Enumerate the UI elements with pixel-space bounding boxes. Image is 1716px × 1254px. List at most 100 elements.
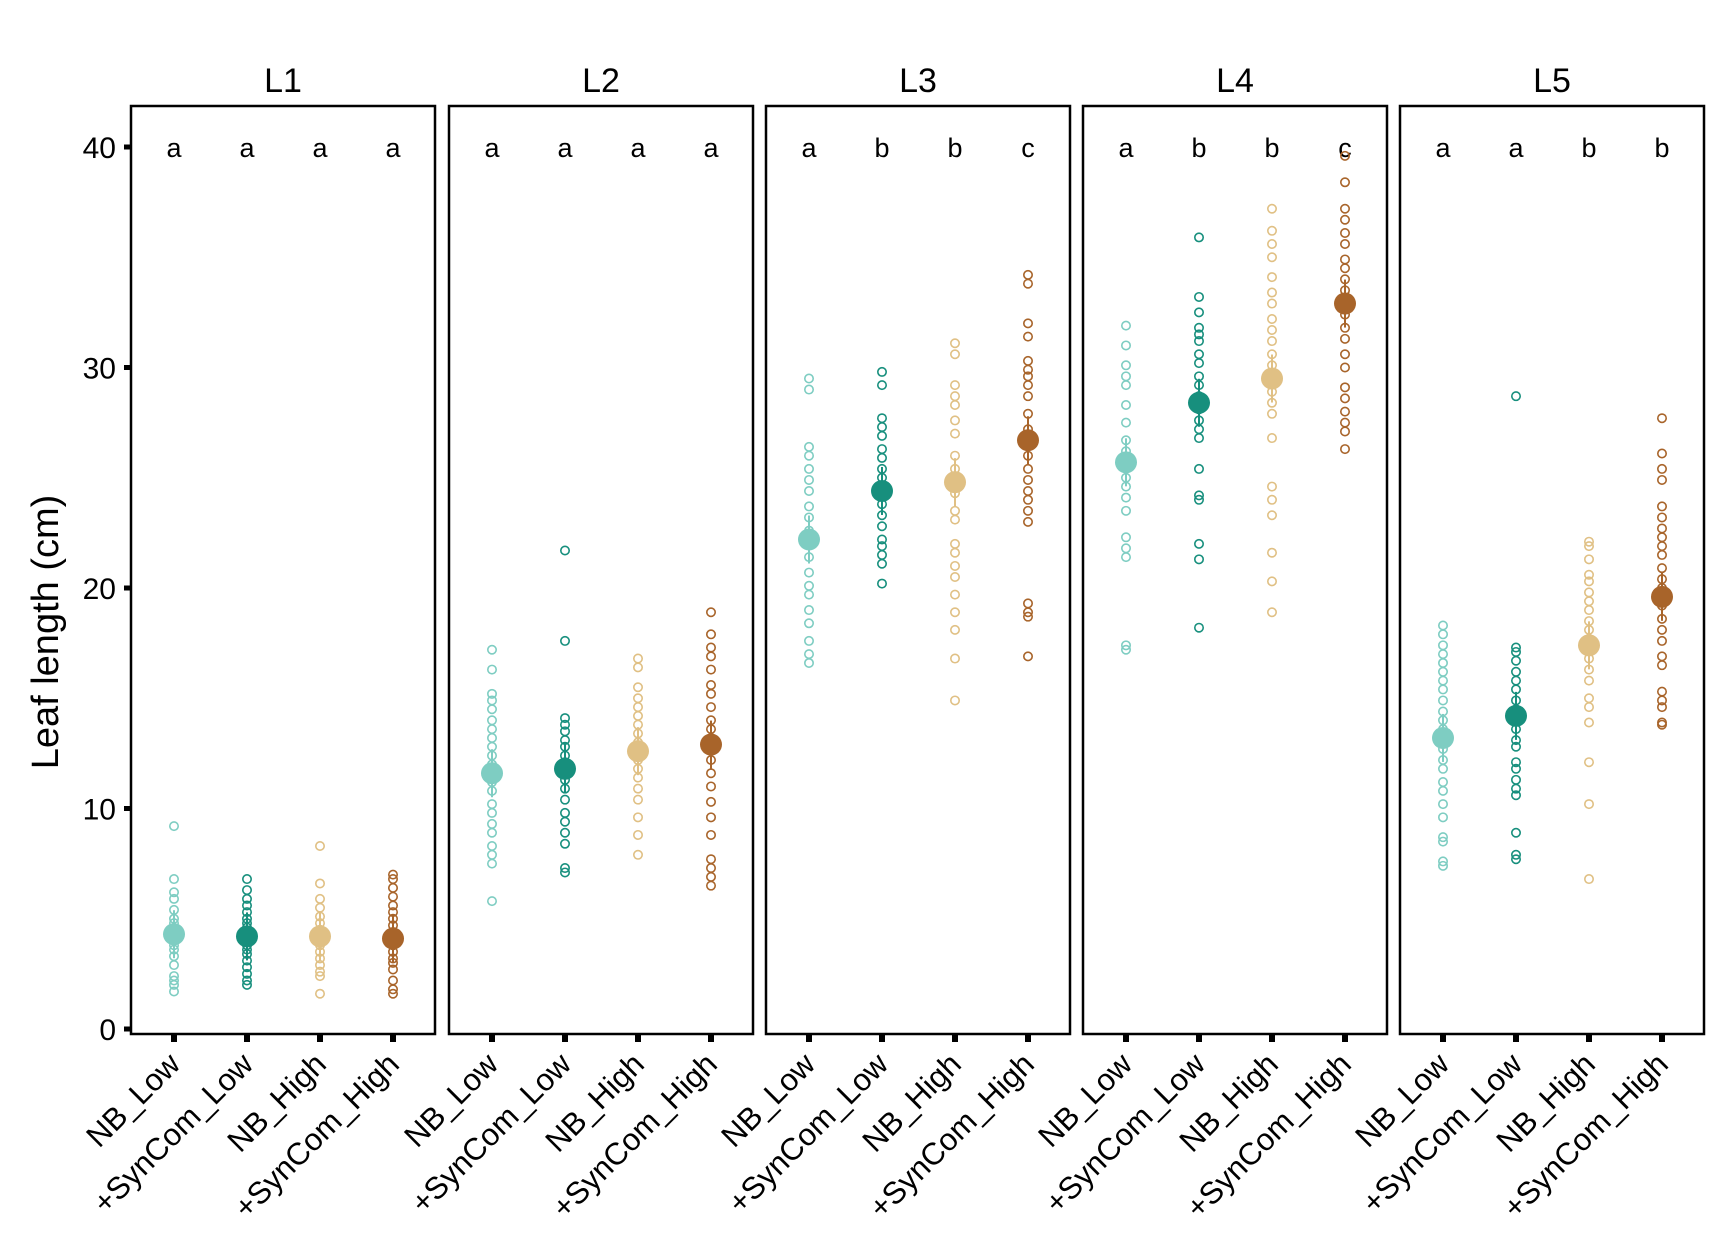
mean-point xyxy=(163,923,185,946)
data-point xyxy=(1657,501,1668,512)
mean-point xyxy=(1017,429,1039,452)
mean-point xyxy=(1334,292,1356,315)
data-point xyxy=(949,338,960,349)
data-point xyxy=(1511,741,1522,752)
data-point xyxy=(632,829,643,840)
data-point xyxy=(1022,391,1033,402)
mean-point xyxy=(1432,726,1454,749)
significance-letter: a xyxy=(801,133,817,163)
data-point xyxy=(1511,757,1522,768)
panel-title: L2 xyxy=(582,62,620,100)
data-point xyxy=(1267,252,1278,263)
data-point xyxy=(949,380,960,391)
data-point xyxy=(705,796,716,807)
data-point xyxy=(387,964,398,975)
data-point xyxy=(1121,640,1132,651)
data-point xyxy=(1340,203,1351,214)
y-tick-label: 40 xyxy=(83,132,116,165)
significance-letter: a xyxy=(1435,133,1451,163)
data-point xyxy=(1267,287,1278,298)
y-tick-label: 20 xyxy=(83,573,116,606)
data-point xyxy=(1438,812,1449,823)
data-point xyxy=(876,521,887,532)
data-point xyxy=(1194,554,1205,565)
significance-letter: c xyxy=(1021,133,1035,163)
data-point xyxy=(1340,150,1351,161)
data-point xyxy=(1194,322,1205,333)
data-point xyxy=(387,984,398,995)
data-point xyxy=(803,463,814,474)
data-point xyxy=(1267,408,1278,419)
data-point xyxy=(559,719,570,730)
data-point xyxy=(632,662,643,673)
mean-point xyxy=(944,471,966,494)
mean-point xyxy=(1261,367,1283,390)
mean-point xyxy=(871,479,893,502)
data-point xyxy=(169,893,180,904)
data-point xyxy=(1194,232,1205,243)
panel-frame xyxy=(129,104,437,1036)
data-point xyxy=(242,979,253,990)
data-point xyxy=(169,821,180,832)
data-point xyxy=(1267,433,1278,444)
data-point xyxy=(876,380,887,391)
data-point xyxy=(1267,547,1278,558)
data-point xyxy=(1267,325,1278,336)
significance-letter: a xyxy=(484,133,500,163)
data-point xyxy=(1340,177,1351,188)
significance-letter: b xyxy=(1654,133,1669,163)
data-point xyxy=(1584,554,1595,565)
data-point xyxy=(1194,490,1205,501)
significance-letter: b xyxy=(1581,133,1596,163)
data-point xyxy=(1511,849,1522,860)
data-point xyxy=(705,829,716,840)
data-point xyxy=(705,702,716,713)
data-point xyxy=(705,812,716,823)
data-point xyxy=(169,874,180,885)
data-point xyxy=(705,651,716,662)
data-point xyxy=(1340,382,1351,393)
data-point xyxy=(1121,380,1132,391)
data-point xyxy=(314,971,325,982)
data-point xyxy=(1194,433,1205,444)
data-point xyxy=(1340,227,1351,238)
data-point xyxy=(1438,860,1449,871)
data-point xyxy=(1267,607,1278,618)
data-point xyxy=(1657,719,1668,730)
data-point xyxy=(1511,827,1522,838)
data-point xyxy=(486,644,497,655)
data-point xyxy=(803,567,814,578)
data-point xyxy=(1657,549,1668,560)
significance-letter: a xyxy=(166,133,182,163)
data-point xyxy=(1657,563,1668,574)
data-point xyxy=(632,682,643,693)
data-point xyxy=(1022,651,1033,662)
data-point xyxy=(559,838,570,849)
data-point xyxy=(559,735,570,746)
data-point xyxy=(1267,272,1278,283)
significance-letter: b xyxy=(947,133,962,163)
data-point xyxy=(1022,607,1033,618)
data-point xyxy=(486,664,497,675)
data-point xyxy=(632,794,643,805)
mean-point xyxy=(700,733,722,756)
data-point xyxy=(1657,702,1668,713)
data-point xyxy=(705,607,716,618)
data-point xyxy=(1511,790,1522,801)
data-point xyxy=(632,783,643,794)
data-point xyxy=(1267,336,1278,347)
data-point xyxy=(1022,494,1033,505)
data-point xyxy=(1511,763,1522,774)
significance-letter: a xyxy=(630,133,646,163)
data-point xyxy=(876,534,887,545)
mean-point xyxy=(309,925,331,948)
data-point xyxy=(1194,307,1205,318)
data-point xyxy=(1438,695,1449,706)
panel-frame xyxy=(764,104,1072,1036)
significance-letter: a xyxy=(703,133,719,163)
y-tick-label: 10 xyxy=(83,794,116,827)
data-point xyxy=(1194,463,1205,474)
data-point xyxy=(1022,364,1033,375)
significance-letter: a xyxy=(1118,133,1134,163)
data-point xyxy=(1340,362,1351,373)
